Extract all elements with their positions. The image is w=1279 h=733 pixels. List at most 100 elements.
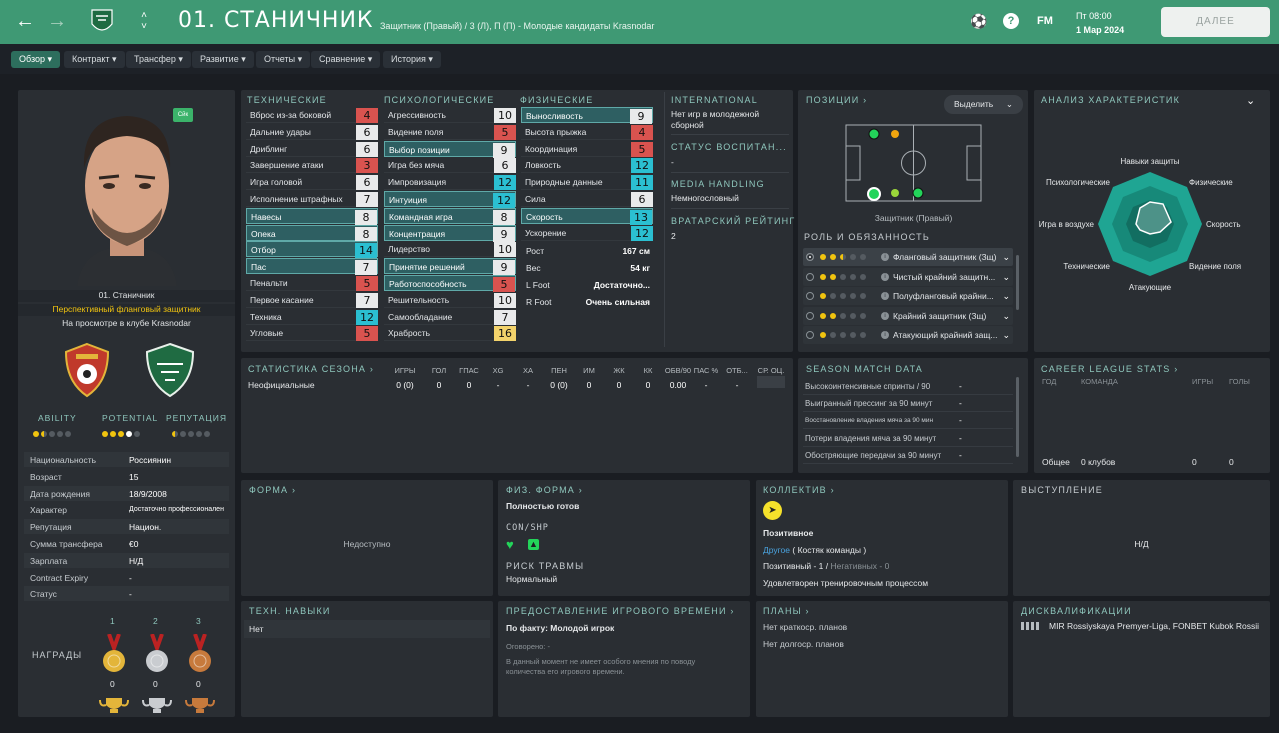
club-crest-large-icon[interactable] [145, 342, 195, 398]
role-name: Атакующий крайний защ... [893, 330, 998, 340]
role-star [850, 254, 856, 260]
season-header: СР. ОЦ. [757, 366, 785, 375]
extra-value: Очень сильная [585, 297, 650, 307]
role-radio[interactable] [806, 253, 814, 261]
help-icon[interactable]: ? [1003, 13, 1019, 29]
form-title[interactable]: ФОРМА › [249, 485, 297, 495]
role-row[interactable]: i Фланговый защитник (Зщ) ⌄ [803, 248, 1013, 266]
group-link[interactable]: Другое [763, 545, 791, 555]
info-label: Дата рождения [30, 488, 90, 499]
role-row[interactable]: i Чистый крайний защитн... ⌄ [803, 267, 1013, 286]
attribute-row: Агрессивность 10 [384, 107, 516, 123]
player-switch-icon[interactable]: ˄ ˅ [141, 10, 147, 32]
tab-contract[interactable]: Контракт ▾ [64, 51, 125, 68]
plans-title[interactable]: ПЛАНЫ › [763, 606, 810, 616]
info-icon[interactable]: i [881, 311, 889, 320]
attribute-value: 6 [356, 141, 378, 157]
attribute-row: Навесы 8 [246, 207, 378, 225]
arrow-left-icon[interactable]: ← [15, 10, 35, 32]
season-title[interactable]: СТАТИСТИКА СЕЗОНА › [248, 364, 375, 374]
career-title[interactable]: CAREER LEAGUE STATS › [1041, 364, 1179, 374]
continue-button[interactable]: ДАЛЕЕ [1161, 7, 1270, 37]
info-label: Сумма трансфера [30, 539, 103, 549]
playtime-title[interactable]: ПРЕДОСТАВЛЕНИЕ ИГРОВОГО ВРЕМЕНИ › [506, 606, 735, 616]
attribute-row: Координация 5 [521, 141, 653, 157]
chevron-down-icon[interactable]: ⌄ [1002, 330, 1010, 340]
divider [671, 134, 789, 135]
match-data-title[interactable]: SEASON MATCH DATA [806, 364, 923, 374]
game-date: Пт 08:00 1 Мар 2024 [1076, 9, 1124, 37]
chevron-down-icon[interactable]: ⌄ [1002, 310, 1010, 321]
info-label: Статус [30, 589, 57, 600]
season-value: 0 (0) [550, 380, 568, 390]
highlight-select[interactable]: Выделить ⌄ [944, 95, 1023, 114]
attribute-value: 7 [494, 309, 516, 325]
info-icon[interactable]: i [881, 292, 889, 300]
player-role: Перспективный фланговый защитник [18, 304, 235, 316]
fitness-title[interactable]: ФИЗ. ФОРМА › [506, 485, 583, 495]
scrollbar[interactable] [1016, 255, 1019, 310]
tech-skills-title: ТЕХН. НАВЫКИ [249, 606, 331, 616]
nation-crest-icon[interactable] [64, 342, 110, 398]
attribute-name: Игра без мяча [388, 160, 445, 171]
tab-reports[interactable]: Отчеты ▾ [256, 51, 311, 68]
chevron-down-icon[interactable]: ⌄ [1246, 95, 1256, 107]
role-radio[interactable] [806, 272, 814, 281]
info-icon[interactable]: i [881, 253, 889, 261]
scrollbar[interactable] [1016, 377, 1019, 457]
role-star [840, 332, 846, 338]
role-row[interactable]: i Крайний защитник (Зщ) ⌄ [803, 306, 1013, 325]
club-crest-icon[interactable] [90, 8, 114, 36]
attribute-value: 10 [494, 292, 516, 308]
season-header: XA [522, 366, 533, 375]
status-badge[interactable]: Сйк [173, 108, 193, 122]
reputation-label: РЕПУТАЦИЯ [166, 413, 227, 423]
attribute-name: Высота прыжка [525, 126, 587, 137]
radar-label: Технические [1063, 262, 1110, 271]
info-icon[interactable]: i [881, 331, 889, 339]
tab-transfer[interactable]: Трансфер ▾ [126, 51, 191, 68]
playtime-note: В данный момент не имеет особого мнения … [506, 657, 696, 676]
role-star [850, 273, 856, 280]
suspensions-panel [1013, 601, 1270, 717]
season-header: ИМ [583, 366, 595, 375]
media-value: Немногословный [671, 193, 739, 203]
chevron-down-icon[interactable]: ⌄ [1002, 271, 1010, 282]
radar-label: Скорость [1206, 220, 1241, 229]
info-row: Дата рождения 18/9/2008 [24, 485, 229, 501]
arrow-right-icon[interactable]: → [47, 10, 67, 32]
season-header: ЖК [613, 366, 625, 375]
career-total-label: Общее [1042, 457, 1070, 467]
team-title[interactable]: КОЛЛЕКТИВ › [763, 485, 835, 495]
tab-overview[interactable]: Обзор ▾ [11, 51, 61, 68]
attribute-name: Первое касание [250, 294, 314, 305]
role-name: Чистый крайний защитн... [893, 271, 996, 282]
tab-development[interactable]: Развитие ▾ [192, 51, 254, 68]
reputation-stars [172, 429, 212, 439]
attribute-name: Исполнение штрафных [250, 194, 343, 204]
attribute-name: Агрессивность [388, 110, 446, 120]
trophy-icon [184, 697, 216, 713]
extra-name: R Foot [526, 297, 552, 307]
international-title[interactable]: INTERNATIONAL [671, 95, 758, 105]
positions-title[interactable]: ПОЗИЦИИ › [806, 95, 868, 105]
role-star [830, 293, 836, 299]
chevron-down-icon[interactable]: ⌄ [1002, 291, 1010, 301]
attribute-row: Пас 7 [246, 258, 378, 276]
player-name: 01. Станичник [18, 290, 235, 302]
fm-logo[interactable]: FM [1037, 15, 1053, 27]
role-row[interactable]: i Атакующий крайний защ... ⌄ [803, 326, 1013, 344]
role-radio[interactable] [806, 311, 814, 320]
chevron-down-icon[interactable]: ⌄ [1002, 252, 1010, 262]
tab-compare[interactable]: Сравнение ▾ [311, 51, 381, 68]
ball-icon[interactable]: ⚽ [970, 13, 988, 29]
role-star [860, 254, 866, 260]
role-row[interactable]: i Полуфланговый крайни... ⌄ [803, 287, 1013, 305]
season-header: КК [643, 366, 653, 375]
role-radio[interactable] [806, 331, 814, 339]
tab-history[interactable]: История ▾ [383, 51, 441, 68]
role-radio[interactable] [806, 292, 814, 300]
info-icon[interactable]: i [881, 272, 889, 281]
attribute-name: Вброс из-за боковой [250, 110, 332, 120]
season-header: ПАС % [693, 366, 719, 375]
